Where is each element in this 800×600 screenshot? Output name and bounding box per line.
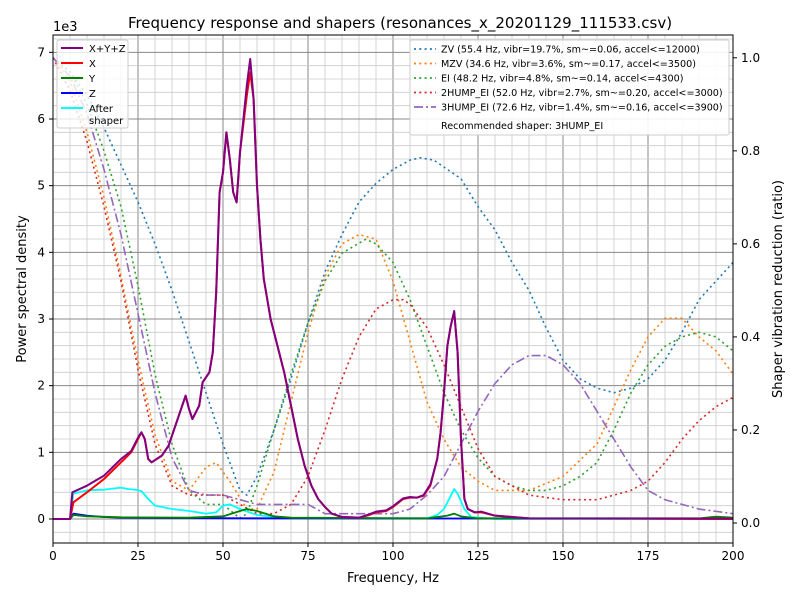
y-offset-label: 1e3 <box>53 20 78 35</box>
x-tick-label: 100 <box>382 549 405 563</box>
y-tick-label: 1 <box>37 445 45 459</box>
y-axis-right-label: Shaper vibration reduction (ratio) <box>771 180 786 398</box>
psd-line-0 <box>53 58 734 520</box>
recommended-shaper-text: Recommended shaper: 3HUMP_EI <box>441 121 603 132</box>
psd-line-4 <box>53 486 733 520</box>
y-right-tick-label: 0.8 <box>741 144 760 158</box>
y-tick-label: 6 <box>37 112 45 126</box>
shaper-line-4 <box>52 57 734 515</box>
x-axis-label: Frequency, Hz <box>347 571 439 586</box>
x-tick-label: 75 <box>300 549 315 563</box>
legend-psd-label: Y <box>88 74 96 85</box>
legend-psd: X+Y+Z XYZ After shaper <box>56 39 129 129</box>
legend-psd-label: X <box>89 59 96 70</box>
shaper-line-0 <box>52 57 734 497</box>
x-tick-label: 50 <box>215 549 230 563</box>
x-tick-label: 200 <box>722 549 745 563</box>
legend-shapers: ZV (55.4 Hz, vibr=19.7%, sm~=0.06, accel… <box>409 39 730 136</box>
y-tick-label: 7 <box>37 45 45 59</box>
y-right-tick-label: 0.0 <box>741 516 760 530</box>
shaper-line-1 <box>52 57 734 510</box>
psd-line-2 <box>53 508 734 520</box>
legend-psd-label: X+Y+Z <box>89 44 126 55</box>
y-right-tick-label: 0.6 <box>741 237 760 251</box>
legend-shaper-label: EI (48.2 Hz, vibr=4.8%, sm~=0.14, accel<… <box>441 74 683 85</box>
y-tick-label: 5 <box>37 179 45 193</box>
legend-shaper-label: 2HUMP_EI (52.0 Hz, vibr=2.7%, sm~=0.20, … <box>441 88 723 99</box>
legend-psd-label: Z <box>89 89 96 100</box>
y-right-tick-label: 0.2 <box>741 423 760 437</box>
y-tick-label: 0 <box>37 512 45 526</box>
x-tick-label: 0 <box>49 549 57 563</box>
legend-shaper-label: ZV (55.4 Hz, vibr=19.7%, sm~=0.06, accel… <box>441 45 700 56</box>
y-axis-label: Power spectral density <box>15 215 30 363</box>
legend-shapers-box <box>409 39 730 136</box>
chart-title: Frequency response and shapers (resonanc… <box>128 14 672 33</box>
legend-shaper-label: MZV (34.6 Hz, vibr=3.6%, sm~=0.17, accel… <box>441 59 696 70</box>
legend-shaper-label: 3HUMP_EI (72.6 Hz, vibr=1.4%, sm~=0.16, … <box>441 103 723 114</box>
y-right-tick-label: 1.0 <box>741 51 760 65</box>
y-tick-label: 2 <box>37 379 45 393</box>
y-right-tick-label: 0.4 <box>741 330 760 344</box>
x-tick-label: 25 <box>130 549 145 563</box>
y-tick-label: 3 <box>37 312 45 326</box>
legend-psd-label: After shaper <box>89 104 124 127</box>
y-tick-label: 4 <box>37 245 45 259</box>
x-tick-label: 150 <box>552 549 575 563</box>
x-tick-label: 175 <box>637 549 660 563</box>
x-tick-label: 125 <box>467 549 490 563</box>
